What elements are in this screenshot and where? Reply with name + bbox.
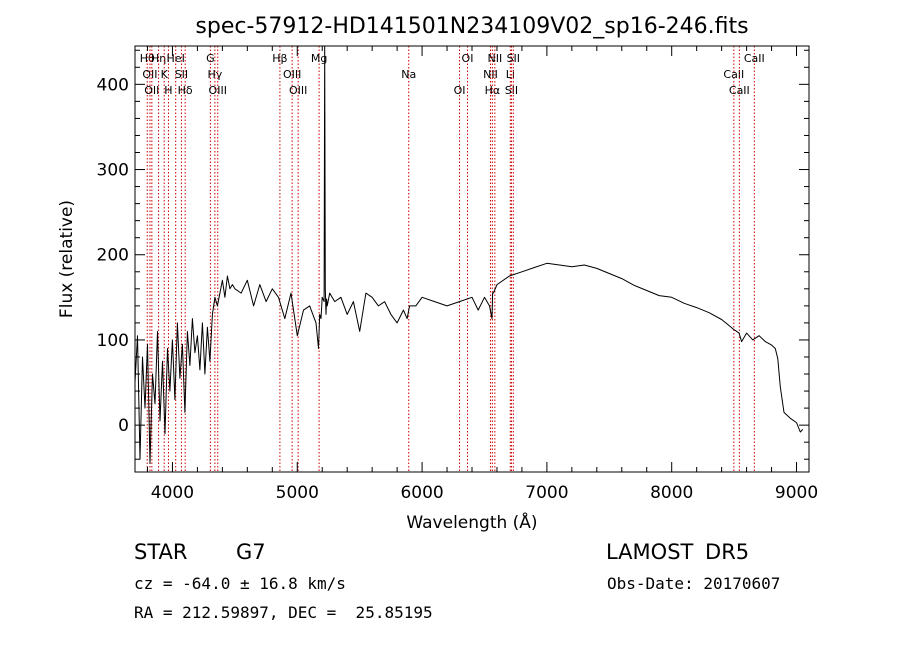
spectral-line-label: Hβ bbox=[272, 52, 287, 65]
redshift-velocity: cz = -64.0 ± 16.8 km/s bbox=[134, 574, 346, 593]
spectral-line-label: OI bbox=[462, 52, 474, 65]
spectral-line-label: CaII bbox=[729, 84, 750, 97]
spectral-line-label: Hγ bbox=[207, 68, 222, 81]
coordinates: RA = 212.59897, DEC = 25.85195 bbox=[134, 603, 433, 622]
spectral-line-label: NII bbox=[487, 52, 502, 65]
observation-date: Obs-Date: 20170607 bbox=[607, 574, 781, 593]
chart-title: spec-57912-HD141501N234109V02_sp16-246.f… bbox=[195, 14, 748, 39]
y-tick-label: 400 bbox=[97, 75, 129, 95]
spectral-line-label: OII bbox=[144, 84, 159, 97]
plot-frame bbox=[134, 45, 810, 473]
spectral-line-label: Hη bbox=[151, 52, 166, 65]
spectral-line-markers: Hθ OII OII Hη KH HeI SII Hδ G Hγ OIII Hβ OIII OIII Mg N… bbox=[140, 46, 765, 472]
y-axis-label: Flux (relative) bbox=[57, 200, 77, 318]
spectral-line-label: Hα bbox=[485, 84, 501, 97]
spectral-line-label: OIII bbox=[283, 68, 301, 81]
spectral-line-label: Mg bbox=[311, 52, 327, 65]
spectral-line-label: SII bbox=[175, 68, 188, 81]
survey-name: LAMOST DR5 bbox=[606, 540, 750, 564]
x-tick-label: 6000 bbox=[400, 483, 443, 503]
spectral-line-label: HeI bbox=[167, 52, 185, 65]
x-tick-label: 8000 bbox=[650, 483, 693, 503]
spectral-line-label: OII bbox=[142, 68, 157, 81]
spectral-line-label: H bbox=[164, 84, 172, 97]
spectral-line-label: OI bbox=[454, 84, 466, 97]
y-tick-label: 200 bbox=[97, 246, 129, 266]
x-axis: 4000 5000 6000 7000 8000 9000 bbox=[146, 46, 818, 503]
spectral-line-label: NII bbox=[483, 68, 498, 81]
y-tick-label: 0 bbox=[118, 416, 129, 436]
spectral-line-label: Na bbox=[401, 68, 416, 81]
spectral-line-label: Hθ bbox=[140, 52, 155, 65]
x-axis-label: Wavelength (Å) bbox=[406, 511, 537, 533]
object-subclass: G7 bbox=[236, 540, 266, 564]
object-class: STAR bbox=[134, 540, 188, 564]
spectral-line-label: OIII bbox=[289, 84, 307, 97]
spectral-line-label: SII bbox=[507, 52, 520, 65]
x-tick-label: 7000 bbox=[525, 483, 568, 503]
spectral-line-label: CaII bbox=[723, 68, 744, 81]
spectral-line-label: OIII bbox=[209, 84, 227, 97]
spectrum-series bbox=[134, 45, 804, 464]
x-tick-label: 4000 bbox=[151, 483, 194, 503]
spectral-line-label: Hδ bbox=[178, 84, 193, 97]
y-axis: 0 100 200 300 400 bbox=[97, 49, 809, 460]
spectral-line-label: K bbox=[161, 68, 169, 81]
x-tick-label: 5000 bbox=[276, 483, 319, 503]
x-tick-label: 9000 bbox=[775, 483, 818, 503]
spectral-line-label: Li bbox=[506, 68, 515, 81]
spectral-line-label: CaII bbox=[744, 52, 765, 65]
spectral-line-label: SII bbox=[505, 84, 518, 97]
y-tick-label: 300 bbox=[97, 161, 129, 181]
y-tick-label: 100 bbox=[97, 331, 129, 351]
spectral-line-label: G bbox=[206, 52, 215, 65]
flux-line bbox=[134, 45, 804, 464]
